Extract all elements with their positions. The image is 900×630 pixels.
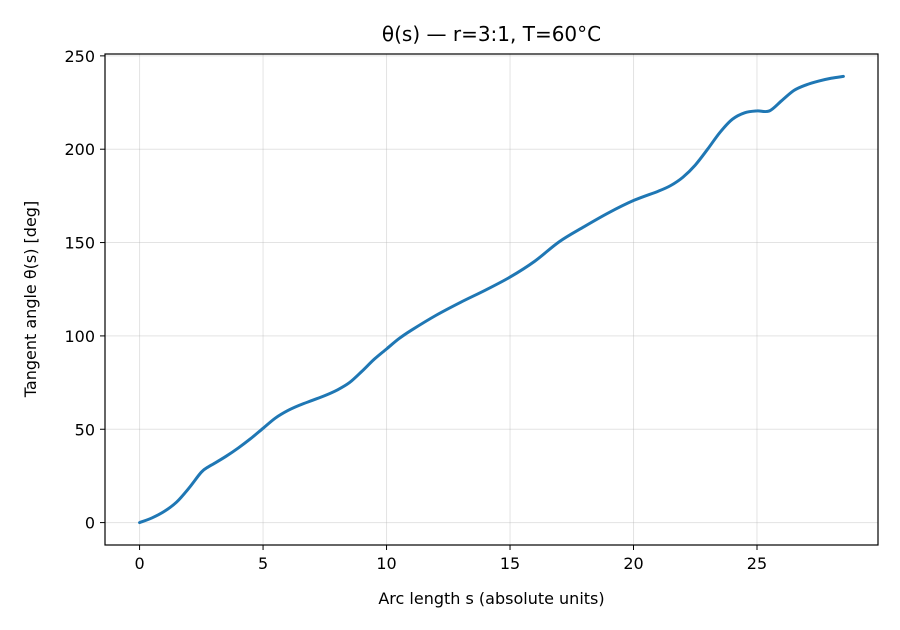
x-tick-label: 15 [500,554,520,573]
y-tick-label: 0 [85,514,95,533]
grid-layer [105,54,878,545]
y-tick-label: 50 [75,420,95,439]
y-tick-label: 250 [64,47,95,66]
x-tick-label: 10 [376,554,396,573]
plot-frame [104,53,879,546]
x-tick-label: 5 [258,554,268,573]
y-tick-label: 100 [64,327,95,346]
x-axis-label: Arc length s (absolute units) [378,589,604,608]
x-tick-label: 20 [623,554,643,573]
chart-title: θ(s) — r=3:1, T=60°C [382,22,601,46]
y-axis-label: Tangent angle θ(s) [deg] [21,201,40,398]
series-layer [138,74,845,525]
y-tick-label: 150 [64,234,95,253]
x-tick-label: 25 [747,554,767,573]
series-line [138,74,845,525]
x-tick-label: 0 [134,554,144,573]
y-tick-label: 200 [64,140,95,159]
